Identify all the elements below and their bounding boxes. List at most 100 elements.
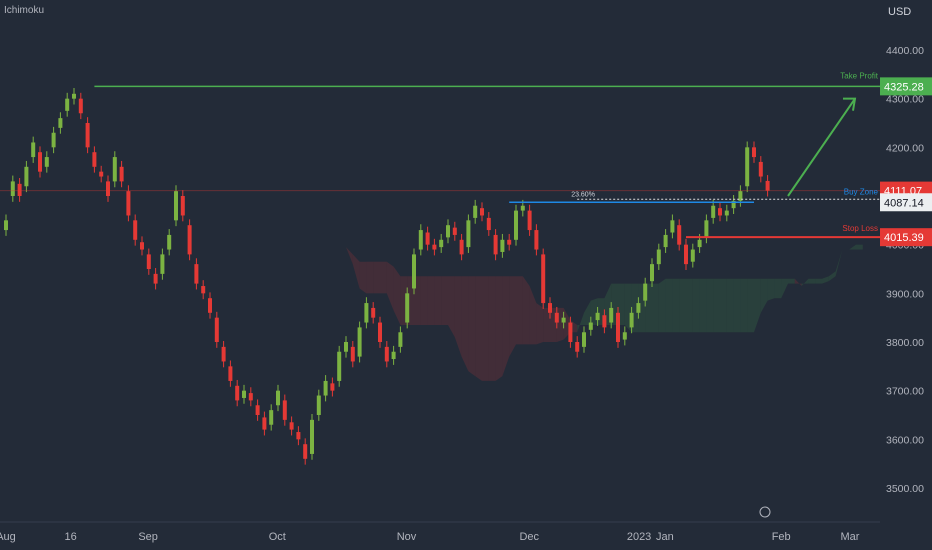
cloud-segment [427, 276, 435, 325]
candle [670, 220, 675, 233]
candle [432, 244, 437, 250]
cloud-segment [237, 171, 244, 182]
cloud-segment [148, 169, 156, 177]
cloud-segment [590, 298, 598, 325]
cloud-segment [101, 200, 108, 221]
cloud-segment [801, 278, 809, 287]
target-arrow [787, 98, 856, 197]
candle [85, 123, 90, 148]
buy-zone-badge [880, 193, 932, 212]
candle [51, 132, 56, 148]
x-tick-label: Feb [772, 531, 791, 543]
candle [208, 298, 212, 313]
candle [255, 405, 260, 415]
candle [344, 342, 348, 352]
candle [378, 322, 382, 342]
candle [146, 254, 151, 269]
candle [187, 225, 192, 255]
candle [133, 220, 138, 240]
candle [391, 351, 396, 360]
candle [140, 242, 144, 250]
candle [364, 303, 369, 323]
candle [106, 181, 110, 196]
events-icon[interactable] [759, 506, 771, 518]
x-tick-label: Dec [519, 531, 539, 543]
cloud-segment [808, 278, 816, 284]
cloud-segment [509, 276, 516, 357]
y-tick-label: 3700.00 [886, 386, 924, 398]
fib-label: 23.60% [571, 191, 595, 198]
stop-loss-label: Stop Loss [842, 224, 878, 233]
cloud-segment [393, 266, 401, 325]
cloud-segment [652, 283, 659, 333]
candle [616, 312, 620, 342]
candle [316, 395, 321, 415]
candle [636, 303, 641, 313]
candle [500, 239, 505, 252]
cloud-segment [686, 278, 693, 333]
cloud-segment [529, 286, 537, 345]
candle [248, 393, 253, 401]
take-profit-badge [880, 77, 932, 96]
x-tick-label: Mar [841, 531, 860, 543]
cloud-segment [522, 276, 530, 345]
candle [31, 142, 36, 158]
y-tick-label: 3800.00 [886, 337, 924, 349]
cloud-segment [658, 278, 666, 333]
candle [711, 205, 716, 218]
y-tick-label: 3500.00 [886, 483, 924, 495]
take-profit-label: Take Profit [840, 71, 879, 80]
cloud-segment [822, 276, 829, 284]
candle [697, 239, 702, 248]
candle [724, 210, 729, 216]
cloud-segment [794, 278, 802, 287]
candle [235, 385, 240, 401]
candle [126, 191, 131, 216]
cloud-segment [577, 312, 584, 333]
candle [269, 410, 274, 425]
cloud-segment [482, 276, 489, 381]
cloud-segment [856, 244, 863, 250]
cloud-segment [380, 261, 387, 294]
cloud-segment [747, 278, 754, 333]
y-tick-label: 4400.00 [886, 45, 924, 57]
cloud-segment [468, 276, 476, 377]
candle [78, 98, 83, 114]
candle [690, 249, 695, 262]
cloud-segment [733, 278, 741, 333]
cloud-segment [502, 276, 510, 377]
candle [201, 286, 206, 294]
cloud-segment [713, 278, 720, 333]
candle [180, 196, 185, 216]
candle [459, 239, 464, 255]
cloud-segment [373, 261, 380, 294]
candle [452, 227, 457, 235]
x-tick-label: Nov [397, 531, 417, 543]
cloud-segment [495, 276, 503, 381]
candle [650, 264, 654, 282]
cloud-segment [774, 278, 782, 299]
candle [58, 118, 63, 128]
candle [323, 380, 328, 396]
candle [242, 390, 246, 398]
candle [371, 307, 376, 318]
cloud-segment [475, 276, 482, 381]
candle [520, 205, 525, 211]
candle [357, 327, 362, 357]
cloud-segment [536, 303, 544, 345]
indicator-label: Ichimoku [4, 5, 45, 16]
candle [412, 254, 416, 289]
buy-zone-value: 4087.14 [884, 197, 924, 209]
x-tick-label: Sep [138, 531, 158, 543]
cloud-segment [781, 278, 788, 299]
candle [765, 180, 770, 191]
target-arrowhead [843, 97, 857, 111]
cloud-segment [672, 278, 680, 333]
cloud-segment [448, 276, 455, 338]
candle [425, 232, 430, 245]
candle [119, 166, 124, 182]
cloud-segment [155, 159, 163, 170]
candle [405, 293, 410, 323]
